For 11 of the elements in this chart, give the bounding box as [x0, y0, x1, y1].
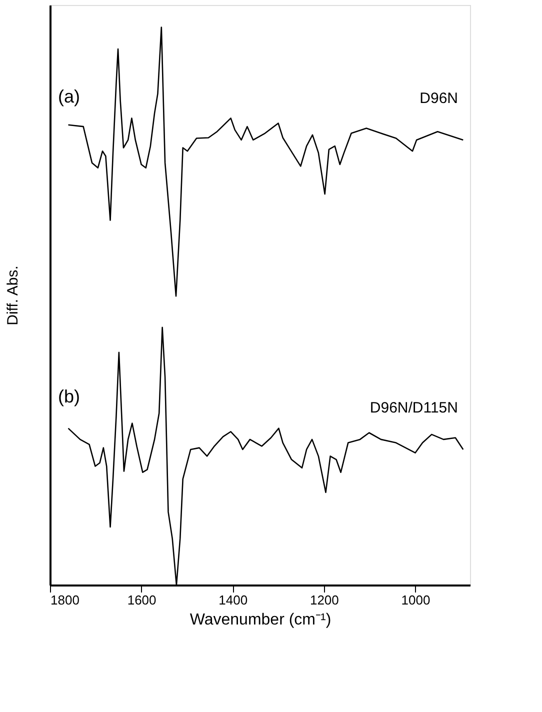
annotation: (b) [58, 386, 80, 406]
y-axis-title: Diff. Abs. [4, 266, 22, 326]
x-tick-label: 1600 [127, 592, 156, 608]
x-axis-title: Wavenumber (cm⁻¹) [190, 612, 332, 628]
x-tick-label: 1000 [401, 592, 430, 608]
x-tick-label: 1400 [218, 592, 248, 608]
x-tick-label: 1200 [310, 592, 339, 608]
series-label: D96N/D115N [370, 399, 458, 416]
annotation: (a) [58, 86, 80, 106]
series-label: D96N [420, 90, 458, 107]
x-tick-label: 1800 [50, 592, 80, 608]
